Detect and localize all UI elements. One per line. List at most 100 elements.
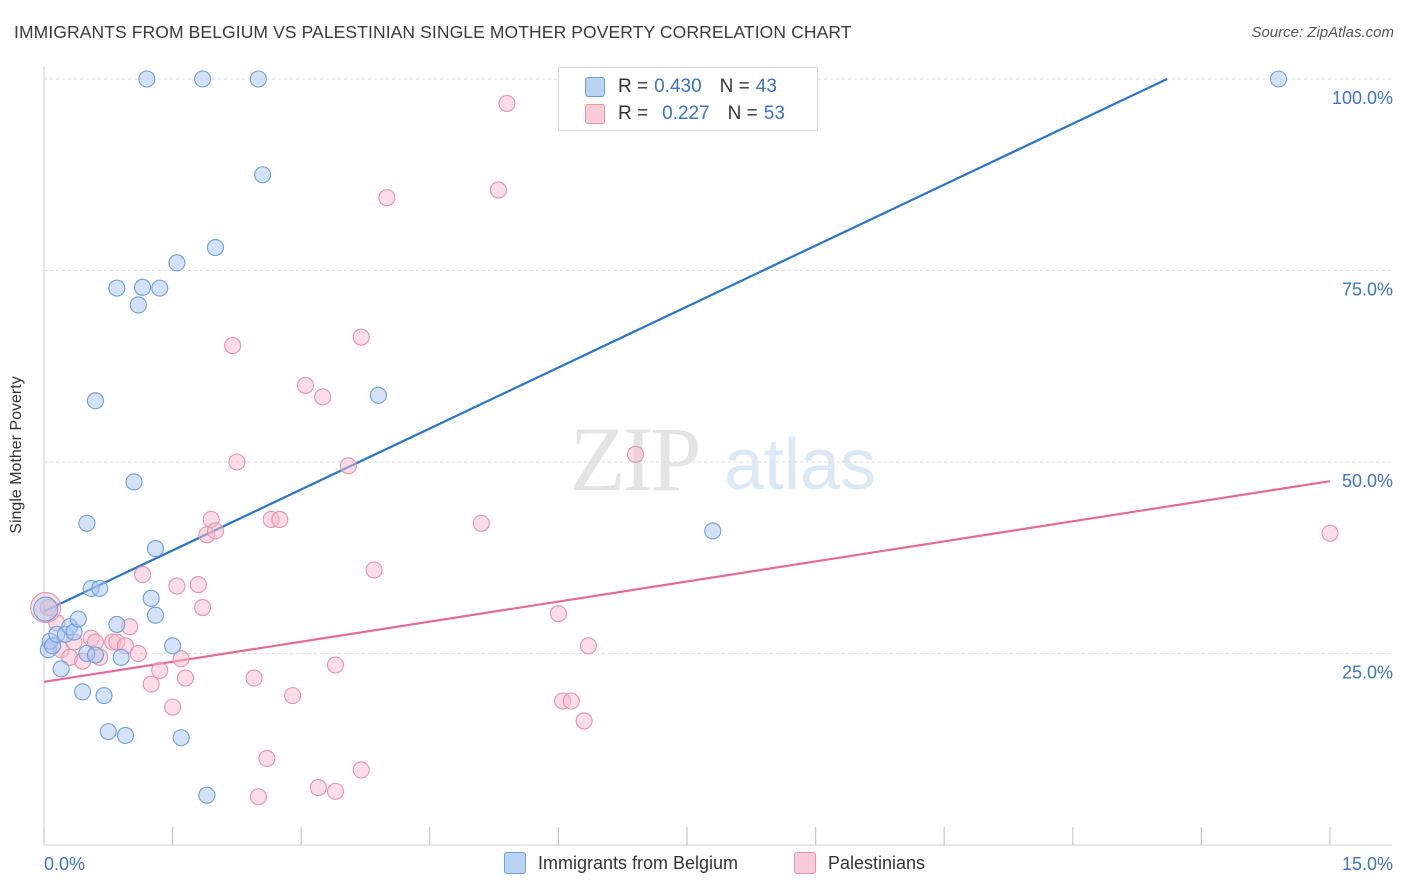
belgium-point [69,610,87,628]
palestinians-point [176,669,195,687]
palestinians-point [189,576,207,594]
n-label: N = [727,103,758,124]
watermark-atlas: atlas [724,425,876,505]
y-tick-label: 75.0% [1342,280,1393,300]
belgium-point [78,514,96,532]
belgium-point [194,70,212,88]
belgium-point [249,70,267,88]
r-value-belgium: 0.430 [654,76,702,97]
palestinians-point [151,661,169,679]
legend-swatch-belgium [585,77,605,97]
belgium-point [151,279,169,297]
palestinians-point [129,644,147,663]
palestinians-point [339,457,357,475]
palestinians-point [498,94,516,113]
gridlines [44,78,1392,654]
r-value-palestinians: 0.227 [662,103,710,124]
palestinians-point [271,510,289,529]
palestinians-point [206,522,225,540]
belgium-trend-line [43,78,1168,613]
y-tick-label: 100.0% [1332,88,1393,108]
palestinians-point [284,687,302,705]
n-value-palestinians: 53 [763,103,785,124]
palestinians-point [134,566,152,584]
palestinians-point [472,514,490,532]
palestinians-point [579,637,597,655]
belgium-point [91,579,109,597]
belgium-point [206,238,225,257]
legend-label-palestinians: Palestinians [828,852,926,873]
palestinians-point [164,698,182,716]
chart-title: IMMIGRANTS FROM BELGIUM VS PALESTINIAN S… [14,22,852,42]
belgium-point [134,278,152,296]
n-label: N = [719,76,750,97]
belgium-point [142,589,160,607]
palestinians-point [352,328,370,346]
belgium-point [164,637,182,655]
n-value-belgium: 43 [755,76,777,97]
belgium-point [86,392,104,410]
legend-swatch-palestinians [585,104,605,124]
palestinians-point [258,749,276,767]
axes [43,66,1392,846]
palestinians-point [224,337,242,355]
belgium-point [129,296,147,314]
palestinians-point [326,782,345,800]
palestinians-point [326,656,345,674]
belgium-point [108,615,126,633]
belgium-point [168,254,186,272]
series-legend: Immigrants from Belgium Palestinians [0,852,1406,878]
legend-row-belgium: R = 0.430 N = 43 [585,75,777,99]
belgium-point [254,166,272,184]
belgium-point [146,540,165,558]
palestinians-point [627,445,645,463]
belgium-point [108,279,126,297]
trend-lines [43,78,1331,683]
belgium-point [74,683,92,701]
belgium-point [52,660,70,678]
legend-item-belgium[interactable]: Immigrants from Belgium [504,852,738,874]
belgium-point [99,723,117,741]
r-label: R = [618,103,649,124]
legend-item-palestinians[interactable]: Palestinians [794,852,925,874]
belgium-point [1270,70,1288,88]
legend-swatch-palestinians [794,852,816,874]
palestinians-point [172,650,190,668]
source-credit: Source: ZipAtlas.com [1251,24,1394,41]
palestinians-point [378,189,396,207]
belgium-point [95,687,113,705]
palestinians-points [30,94,1339,806]
palestinians-point [489,181,507,199]
palestinians-point [352,761,370,779]
belgium-point [112,648,130,666]
palestinians-point [549,605,567,623]
belgium-point [704,522,722,540]
belgium-points [33,70,1288,804]
legend-row-palestinians: R = 0.227 N = 53 [585,102,785,126]
belgium-point [198,786,216,804]
zipatlas-watermark: ZIP atlas [570,408,877,510]
legend-label-belgium: Immigrants from Belgium [538,852,739,873]
palestinians-point [309,778,327,797]
palestinians-point [168,577,186,595]
palestinians-point [245,669,263,687]
belgium-point [33,596,59,622]
tick-labels: 25.0% 50.0% 75.0% 100.0% 0.0% 15.0% [44,88,1393,874]
belgium-point [172,729,190,747]
palestinians-point [249,788,267,806]
belgium-point [138,70,156,88]
palestinians-point [575,712,593,730]
belgium-point [369,386,387,404]
palestinians-point [365,561,383,579]
belgium-point [146,606,165,624]
palestinians-point [314,388,332,406]
palestinians-trend-line [43,480,1331,683]
palestinians-point [194,598,212,617]
palestinians-point [39,598,57,617]
y-tick-label: 50.0% [1342,471,1393,491]
belgium-point [125,473,143,491]
x-tick-label-min: 0.0% [44,854,85,874]
stats-legend: R = 0.430 N = 43 R = 0.227 N = 53 [558,67,818,131]
palestinians-point [296,376,315,394]
